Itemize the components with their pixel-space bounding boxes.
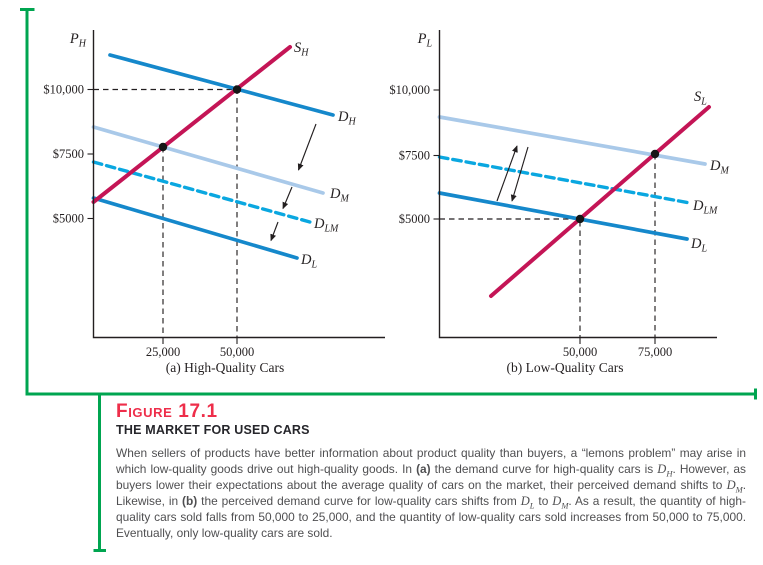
panel-a-label-dlm: DLM bbox=[313, 216, 339, 235]
panel-a-xlabel-25000: 25,000 bbox=[146, 345, 180, 359]
figure-title: THE MARKET FOR USED CARS bbox=[116, 423, 310, 437]
panel-a-equilibrium-shifted bbox=[158, 142, 168, 152]
panel-b-shift-arrow-up bbox=[496, 145, 518, 202]
panel-a-curve-dlm bbox=[91, 160, 312, 224]
panel-b: PL $10,000 $7500 $5000 50,000 75,000 SL … bbox=[389, 30, 729, 375]
panel-a-ylabel-5000: $5000 bbox=[53, 212, 84, 226]
panel-a-label-dl: DL bbox=[300, 252, 317, 271]
panel-b-equilibrium-shifted bbox=[650, 149, 660, 159]
panel-a-shift-arrow-3 bbox=[270, 221, 279, 242]
panel-a-shift-arrow-2 bbox=[282, 186, 293, 210]
panel-a-ylabel-10000: $10,000 bbox=[43, 83, 84, 97]
figure-label: Figure bbox=[116, 401, 173, 422]
panel-b-label-dm: DM bbox=[709, 158, 729, 177]
panel-a-shift-arrow-1 bbox=[297, 123, 317, 171]
panel-b-curve-dm bbox=[437, 115, 707, 166]
panel-b-yaxis-label: PL bbox=[417, 31, 433, 50]
panel-a-label-sh: SH bbox=[294, 40, 309, 59]
panel-a-equilibrium-high bbox=[232, 85, 242, 94]
panel-a-curve-dm bbox=[91, 125, 325, 195]
panel-b-curve-sl bbox=[489, 105, 711, 298]
figure-text-block: Figure 17.1 THE MARKET FOR USED CARS Whe… bbox=[116, 401, 746, 541]
panel-b-label-dl: DL bbox=[690, 236, 707, 255]
panel-b-label-sl: SL bbox=[694, 89, 707, 108]
panel-b-ylabel-5000: $5000 bbox=[399, 212, 430, 226]
panel-b-ylabel-10000: $10,000 bbox=[389, 83, 430, 97]
panel-b-label-dlm: DLM bbox=[692, 198, 718, 217]
figure-number-heading: Figure 17.1 bbox=[116, 401, 746, 423]
panel-b-guide-5000-50000 bbox=[439, 218, 581, 338]
panel-a-curve-dh bbox=[108, 53, 335, 117]
panel-a-curve-sh bbox=[91, 45, 292, 204]
green-bracket bbox=[20, 8, 757, 552]
panel-a-label-dh: DH bbox=[337, 109, 356, 128]
panel-a-axes bbox=[92, 30, 385, 339]
panel-b-xlabel-50000: 50,000 bbox=[563, 345, 597, 359]
panel-b-shift-arrow-down bbox=[510, 146, 529, 202]
panel-b-equilibrium-low bbox=[575, 214, 585, 224]
panel-b-ylabel-7500: $7500 bbox=[399, 149, 430, 163]
panel-a: PH $10,000 $7500 $5000 25,000 50,000 SH … bbox=[43, 30, 385, 375]
figure-caption: When sellers of products have better inf… bbox=[116, 446, 746, 540]
panel-a-yaxis-label: PH bbox=[69, 31, 87, 50]
panel-a-label-dm: DM bbox=[329, 186, 349, 205]
panel-b-caption: (b) Low-Quality Cars bbox=[507, 360, 624, 375]
panel-a-curve-dl bbox=[91, 196, 299, 260]
panel-a-ylabel-7500: $7500 bbox=[53, 147, 84, 161]
panel-a-guide-10000-50000 bbox=[93, 88, 238, 338]
panel-b-axes bbox=[438, 30, 717, 339]
panel-b-curve-dlm bbox=[437, 155, 692, 205]
panel-a-xlabel-50000: 50,000 bbox=[220, 345, 254, 359]
panel-b-xlabel-75000: 75,000 bbox=[638, 345, 672, 359]
figure-number: 17.1 bbox=[178, 401, 218, 422]
panel-b-curve-dl bbox=[437, 191, 689, 241]
panel-a-caption: (a) High-Quality Cars bbox=[166, 360, 284, 375]
